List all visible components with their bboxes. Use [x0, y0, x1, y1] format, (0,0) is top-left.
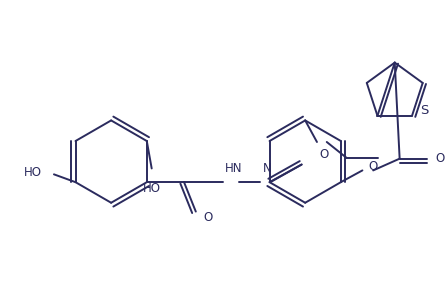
Text: O: O — [435, 152, 444, 165]
Text: N: N — [263, 162, 271, 175]
Text: HO: HO — [24, 166, 42, 179]
Text: O: O — [368, 160, 377, 173]
Text: S: S — [420, 104, 428, 117]
Text: HN: HN — [225, 162, 243, 175]
Text: O: O — [204, 211, 213, 224]
Text: O: O — [319, 148, 328, 161]
Text: HO: HO — [143, 182, 161, 195]
